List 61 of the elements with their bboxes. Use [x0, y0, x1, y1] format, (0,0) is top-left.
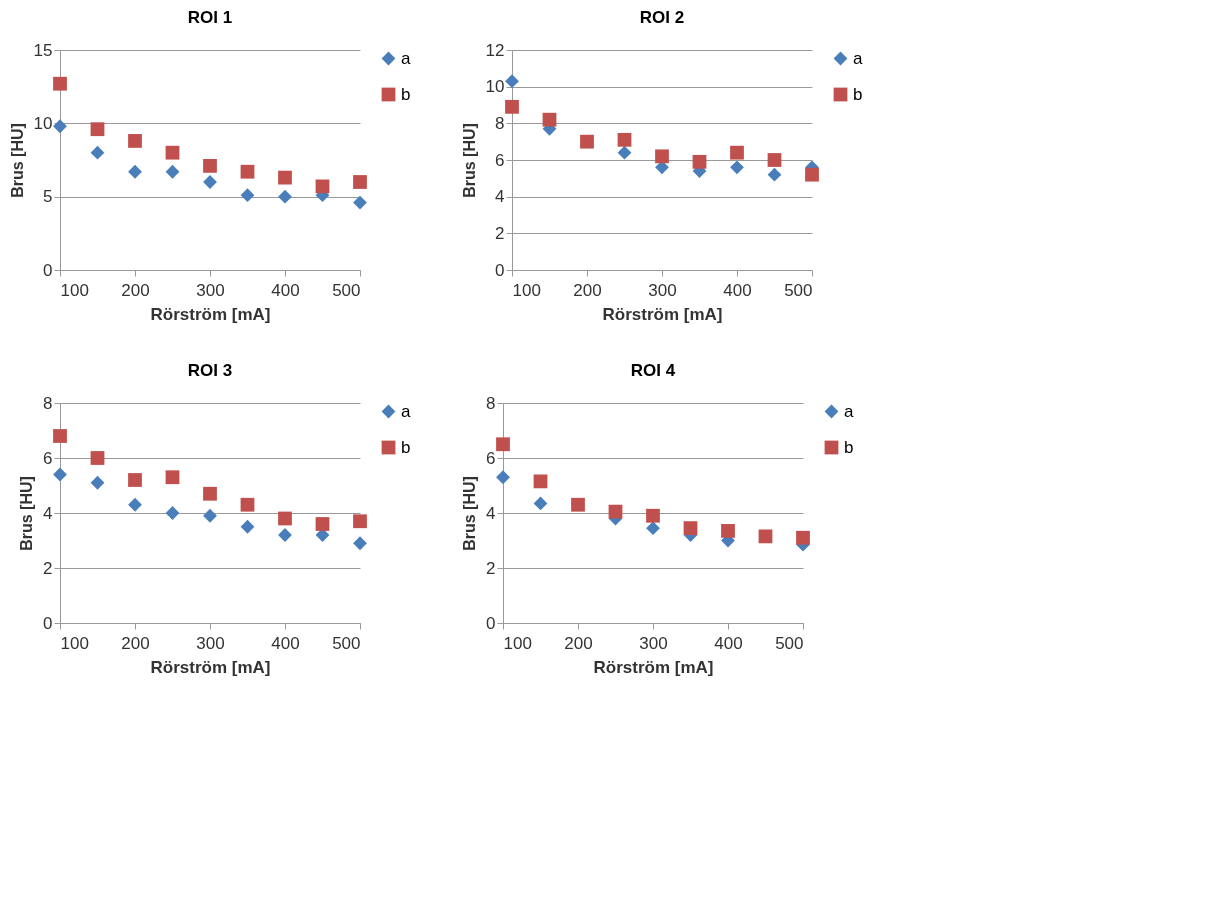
y-tick-label: 12: [485, 40, 505, 60]
chart-title: ROI 4: [630, 361, 676, 380]
y-tick-label: 2: [495, 223, 505, 243]
y-axis-title: Brus [HU]: [18, 476, 36, 551]
legend-label: b: [853, 84, 863, 104]
y-axis-title: Brus [HU]: [461, 476, 479, 551]
chart-title: ROI 3: [187, 361, 233, 380]
y-tick-label: 0: [43, 260, 53, 280]
x-tick-label: 300: [639, 633, 668, 653]
x-tick-label: 500: [775, 633, 804, 653]
x-axis-title: Rörström [mA]: [150, 657, 271, 677]
chart-title: ROI 2: [639, 8, 685, 27]
y-tick-label: 6: [486, 448, 496, 468]
y-tick-label: 2: [43, 558, 53, 578]
y-tick-label: 15: [33, 40, 53, 60]
x-tick-label: 300: [196, 280, 225, 300]
y-tick-label: 2: [486, 558, 496, 578]
chart-title: ROI 1: [187, 8, 233, 27]
y-tick-label: 5: [43, 187, 53, 207]
y-tick-label: 0: [495, 260, 505, 280]
x-tick-label: 200: [121, 280, 150, 300]
x-tick-label: 100: [60, 280, 89, 300]
x-tick-label: 400: [271, 280, 300, 300]
y-axis-title: Brus [HU]: [8, 123, 26, 198]
y-tick-label: 10: [33, 113, 53, 133]
x-tick-label: 100: [60, 633, 89, 653]
y-tick-label: 8: [43, 393, 53, 413]
x-tick-label: 300: [196, 633, 225, 653]
y-tick-label: 0: [486, 613, 496, 633]
legend-label: b: [844, 437, 854, 457]
x-axis-title: Rörström [mA]: [602, 304, 723, 324]
y-axis-title: Brus [HU]: [460, 123, 478, 198]
legend-label: a: [844, 401, 854, 421]
y-tick-label: 6: [43, 448, 53, 468]
y-tick-label: 0: [43, 613, 53, 633]
x-tick-label: 400: [714, 633, 743, 653]
legend-label: a: [401, 48, 411, 68]
x-tick-label: 500: [332, 633, 361, 653]
legend-label: a: [853, 48, 863, 68]
x-tick-label: 300: [648, 280, 677, 300]
legend-label: b: [401, 437, 411, 457]
legend-label: a: [401, 401, 411, 421]
y-tick-label: 8: [495, 113, 505, 133]
x-axis-title: Rörström [mA]: [593, 657, 714, 677]
y-tick-label: 4: [486, 503, 496, 523]
x-tick-label: 200: [564, 633, 593, 653]
legend-label: b: [401, 84, 411, 104]
y-tick-label: 10: [485, 77, 505, 97]
x-tick-label: 100: [512, 280, 541, 300]
y-tick-label: 8: [486, 393, 496, 413]
x-tick-label: 200: [573, 280, 602, 300]
x-tick-label: 500: [784, 280, 813, 300]
x-tick-label: 400: [271, 633, 300, 653]
y-tick-label: 4: [495, 187, 505, 207]
x-tick-label: 500: [332, 280, 361, 300]
y-tick-label: 6: [495, 150, 505, 170]
x-tick-label: 200: [121, 633, 150, 653]
x-tick-label: 400: [723, 280, 752, 300]
x-axis-title: Rörström [mA]: [150, 304, 271, 324]
x-tick-label: 100: [503, 633, 532, 653]
y-tick-label: 4: [43, 503, 53, 523]
